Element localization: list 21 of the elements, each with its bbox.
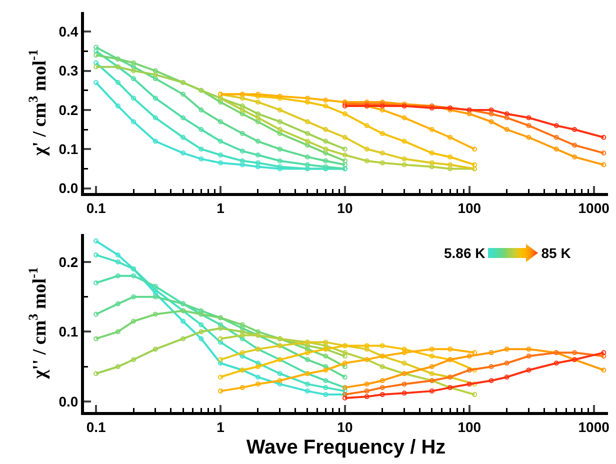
x-axis-title: Wave Frequency / Hz (246, 436, 446, 458)
y-tick-label: 0.2 (58, 254, 78, 270)
x-tick-label: 100 (458, 200, 482, 216)
x-tick-label: 1000 (578, 418, 610, 435)
y-tick-label: 0.1 (58, 324, 78, 340)
y-tick-label: 0.2 (58, 102, 78, 118)
y-tick-label: 0.3 (58, 62, 78, 79)
y-tick-label: 0.0 (58, 180, 78, 196)
x-tick-label: 1000 (578, 200, 610, 216)
annotation: 85 K (541, 245, 571, 261)
y-tick-label: 0.4 (58, 23, 78, 40)
y-tick-label: 0.0 (58, 393, 78, 410)
x-tick-label: 0.1 (86, 200, 106, 216)
x-tick-label: 10 (337, 418, 353, 435)
annotation: 5.86 K (444, 245, 486, 261)
x-tick-label: 1 (216, 200, 225, 216)
x-tick-label: 10 (337, 200, 353, 216)
x-tick-label: 1 (216, 418, 225, 435)
x-tick-label: 0.1 (86, 418, 106, 435)
x-tick-label: 100 (458, 418, 482, 435)
y-tick-label: 0.1 (58, 141, 78, 158)
